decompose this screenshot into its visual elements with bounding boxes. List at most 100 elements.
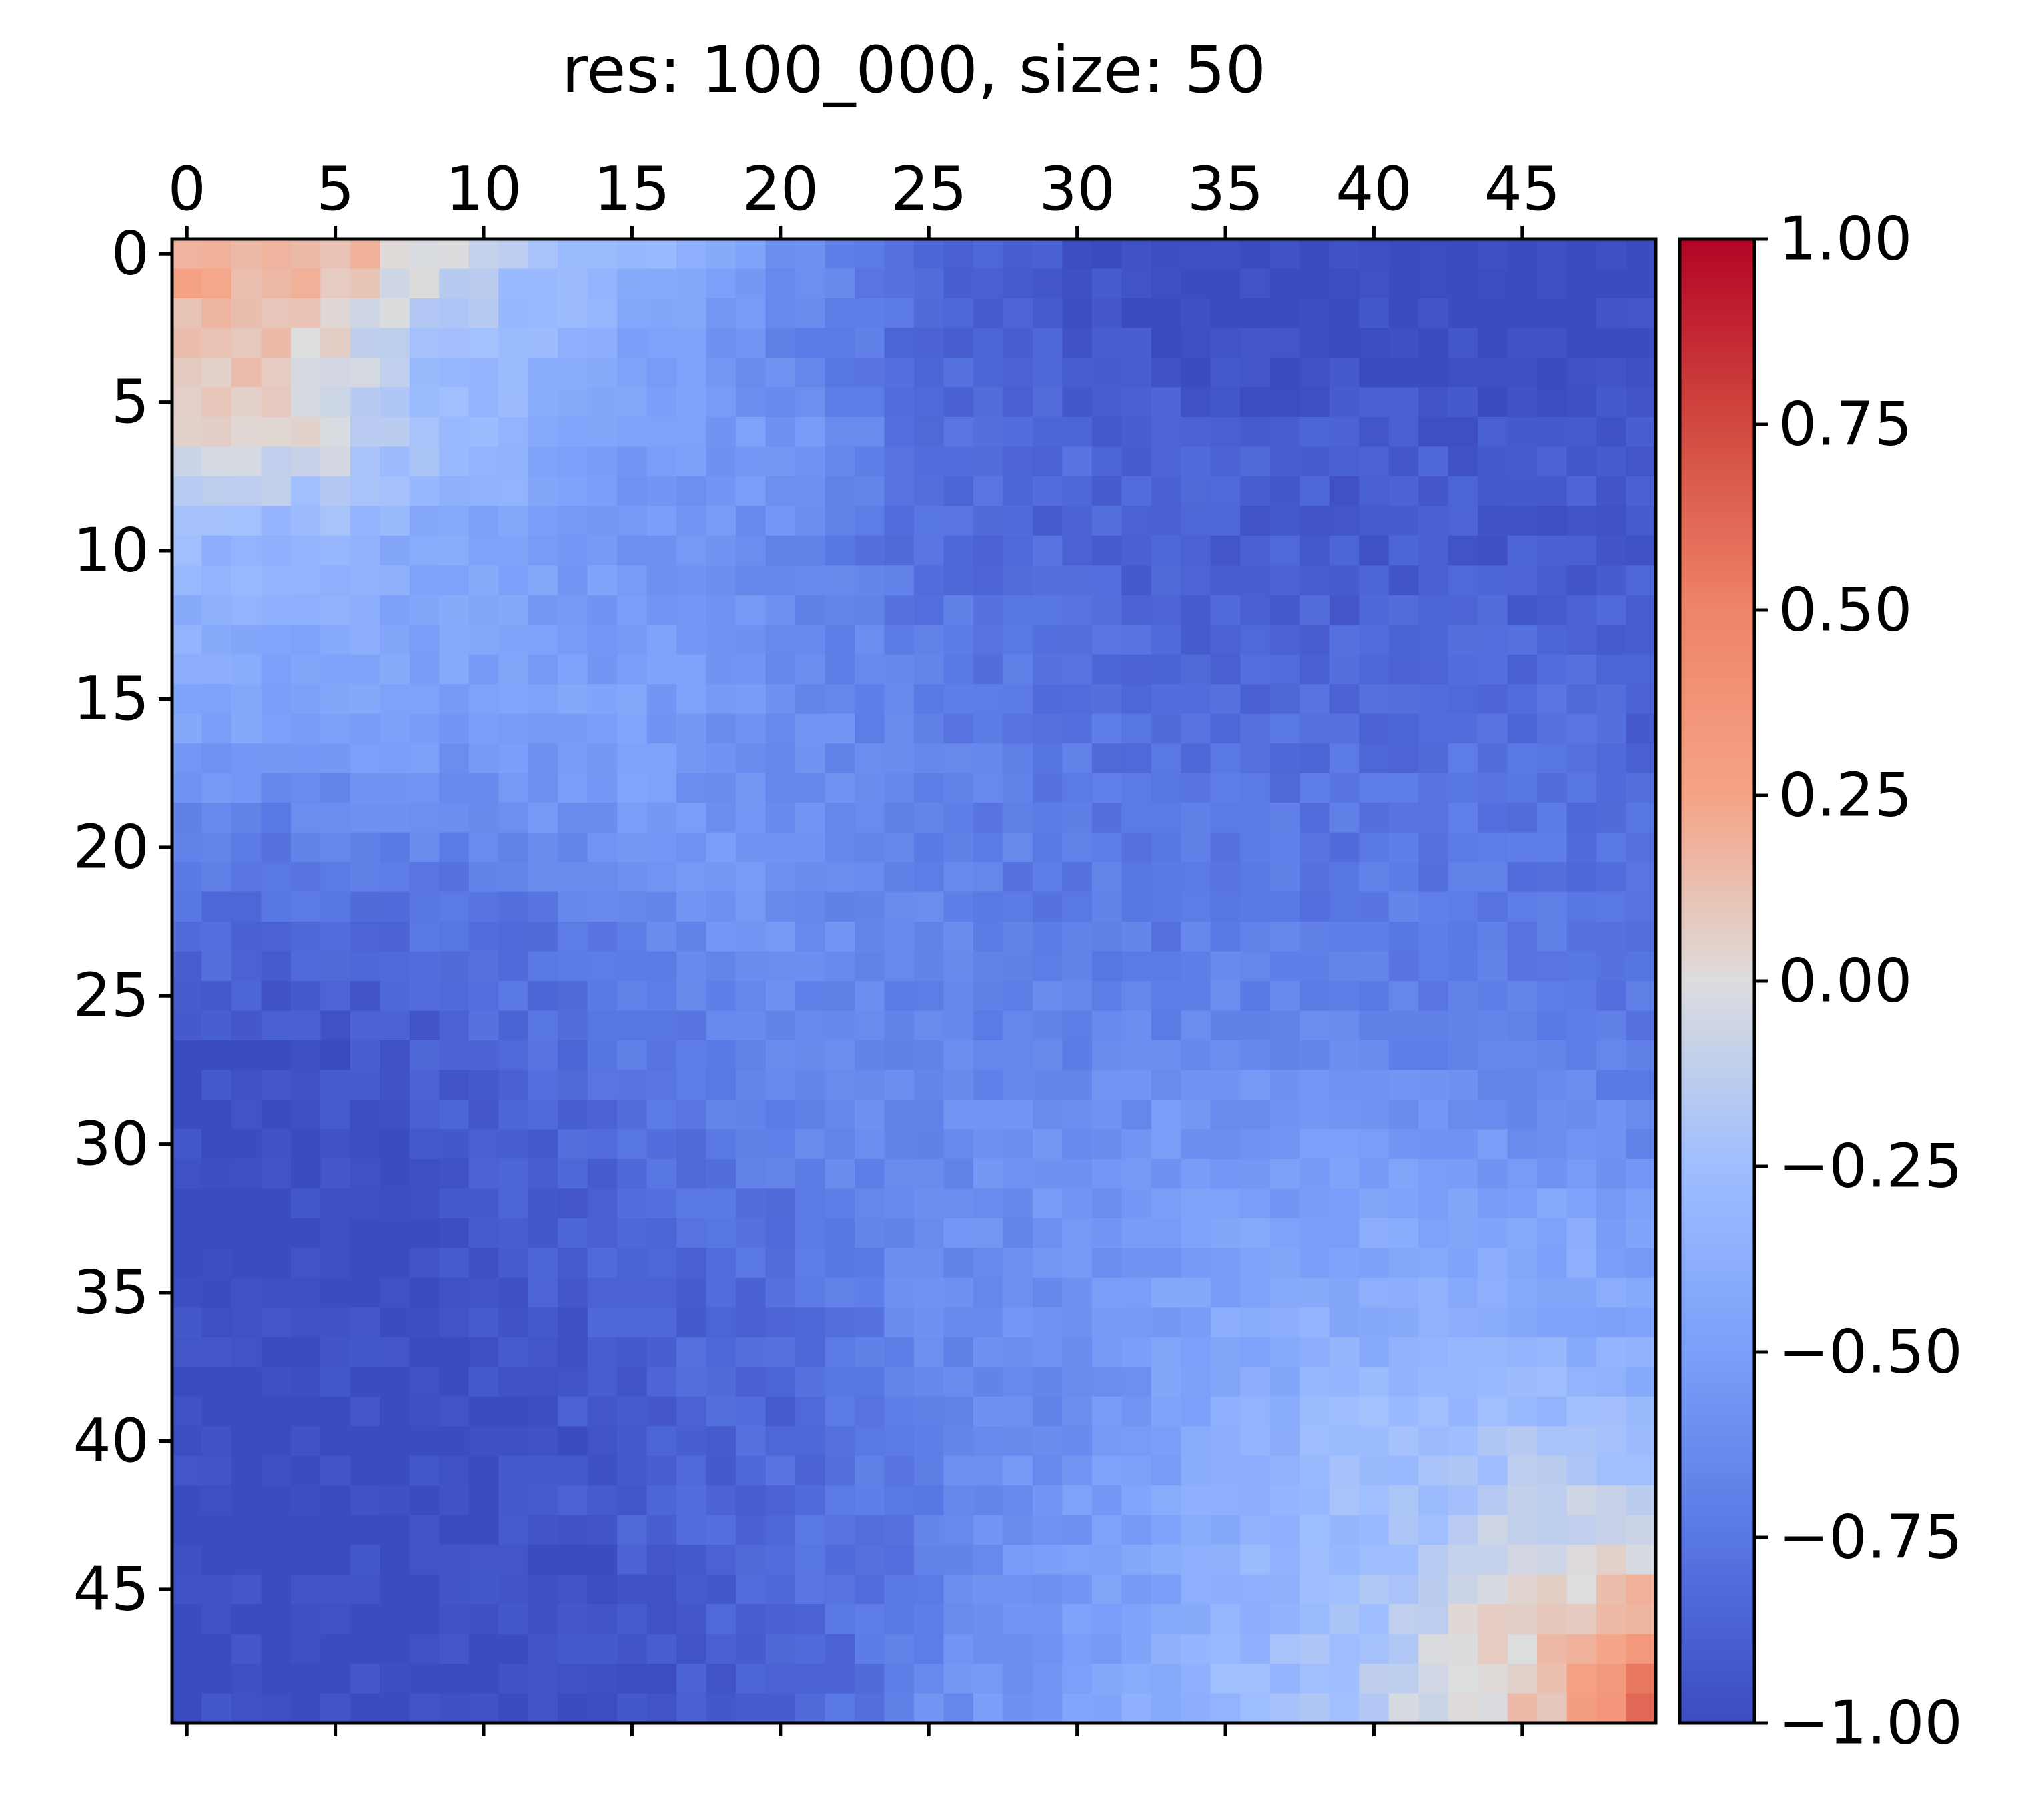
heatmap-cell xyxy=(172,476,203,506)
heatmap-cell xyxy=(1181,1426,1211,1457)
heatmap-cell xyxy=(1181,1337,1211,1367)
heatmap-cell xyxy=(231,1485,262,1516)
heatmap-cell xyxy=(1091,1367,1122,1397)
heatmap-cell xyxy=(380,298,410,329)
heatmap-cell xyxy=(1300,1693,1330,1724)
heatmap-cell xyxy=(201,1099,232,1130)
heatmap-cell xyxy=(409,1604,440,1635)
heatmap-cell xyxy=(380,387,410,418)
heatmap-cell xyxy=(855,446,885,477)
heatmap-cell xyxy=(1507,357,1538,388)
heatmap-cell xyxy=(884,357,915,388)
heatmap-cell xyxy=(1596,1664,1627,1694)
heatmap-cell xyxy=(1091,773,1122,803)
heatmap-cell xyxy=(409,1188,440,1219)
heatmap-cell xyxy=(706,1396,736,1427)
heatmap-cell xyxy=(736,1396,766,1427)
heatmap-cell xyxy=(973,239,1004,270)
heatmap-cell xyxy=(290,625,321,655)
heatmap-cell xyxy=(409,1129,440,1160)
heatmap-cell xyxy=(676,625,707,655)
heatmap-cell xyxy=(380,1010,410,1041)
heatmap-cell xyxy=(172,1070,203,1100)
heatmap-cell xyxy=(617,1367,648,1397)
heatmap-cell xyxy=(528,268,558,299)
heatmap-cell xyxy=(1388,1367,1419,1397)
heatmap-cell xyxy=(1596,1218,1627,1248)
heatmap-cell xyxy=(1091,803,1122,833)
heatmap-cell xyxy=(855,773,885,803)
heatmap-cell xyxy=(795,1099,826,1130)
heatmap-cell xyxy=(1269,1188,1300,1219)
heatmap-cell xyxy=(350,595,380,625)
heatmap-cell xyxy=(1210,1693,1241,1724)
heatmap-cell xyxy=(201,416,232,447)
heatmap-cell xyxy=(736,1337,766,1367)
heatmap-cell xyxy=(646,1099,677,1130)
heatmap-cell xyxy=(1003,684,1033,715)
heatmap-cell xyxy=(1596,1188,1627,1219)
heatmap-cell xyxy=(1448,1455,1478,1486)
heatmap-cell xyxy=(1418,625,1449,655)
heatmap-cell xyxy=(676,1485,707,1516)
heatmap-cell xyxy=(646,832,677,863)
heatmap-cell xyxy=(1032,1158,1063,1189)
heatmap-cell xyxy=(943,1158,974,1189)
heatmap-cell xyxy=(1062,535,1093,566)
heatmap-cell xyxy=(1388,654,1419,685)
heatmap-cell xyxy=(231,743,262,774)
heatmap-cell xyxy=(646,1693,677,1724)
heatmap-cell xyxy=(914,1218,945,1248)
heatmap-cell xyxy=(1062,476,1093,506)
heatmap-cell xyxy=(825,1337,855,1367)
heatmap-cell xyxy=(795,951,826,982)
heatmap-cell xyxy=(587,1693,618,1724)
heatmap-cell xyxy=(1032,1664,1063,1694)
heatmap-cell xyxy=(1448,328,1478,358)
heatmap-cell xyxy=(1181,239,1211,270)
heatmap-cell xyxy=(439,1070,470,1100)
heatmap-cell xyxy=(825,1248,855,1279)
heatmap-cell xyxy=(172,1277,203,1308)
heatmap-cell xyxy=(676,595,707,625)
heatmap-cell xyxy=(409,625,440,655)
heatmap-cell xyxy=(1418,535,1449,566)
heatmap-cell xyxy=(1359,476,1390,506)
heatmap-cell xyxy=(290,773,321,803)
heatmap-cell xyxy=(320,1337,351,1367)
heatmap-cell xyxy=(587,1485,618,1516)
heatmap-cell xyxy=(795,654,826,685)
heatmap-cell xyxy=(617,1604,648,1635)
heatmap-cell xyxy=(409,862,440,893)
heatmap-cell xyxy=(1537,743,1568,774)
heatmap-cell xyxy=(558,773,588,803)
heatmap-cell xyxy=(1269,1604,1300,1635)
heatmap-cell xyxy=(1121,1426,1152,1457)
heatmap-cell xyxy=(1478,1099,1508,1130)
heatmap-cell xyxy=(498,684,529,715)
heatmap-cell xyxy=(1478,535,1508,566)
heatmap-cell xyxy=(765,1188,796,1219)
heatmap-cell xyxy=(1478,981,1508,1012)
heatmap-cell xyxy=(439,1693,470,1724)
heatmap-cell xyxy=(290,1337,321,1367)
heatmap-cell xyxy=(1418,654,1449,685)
heatmap-cell xyxy=(498,565,529,596)
heatmap-cell xyxy=(884,1455,915,1486)
heatmap-cell xyxy=(439,1158,470,1189)
heatmap-cell xyxy=(231,1426,262,1457)
heatmap-cell xyxy=(380,446,410,477)
heatmap-cell xyxy=(973,1545,1004,1575)
heatmap-cell xyxy=(409,595,440,625)
heatmap-cell xyxy=(587,1129,618,1160)
heatmap-cell xyxy=(380,1188,410,1219)
heatmap-cell xyxy=(855,684,885,715)
heatmap-cell xyxy=(1566,328,1597,358)
heatmap-cell xyxy=(380,832,410,863)
heatmap-cell xyxy=(1359,1248,1390,1279)
heatmap-cell xyxy=(825,1396,855,1427)
heatmap-cell xyxy=(320,239,351,270)
heatmap-cell xyxy=(320,446,351,477)
heatmap-cell xyxy=(1091,1158,1122,1189)
heatmap-cell xyxy=(1121,743,1152,774)
